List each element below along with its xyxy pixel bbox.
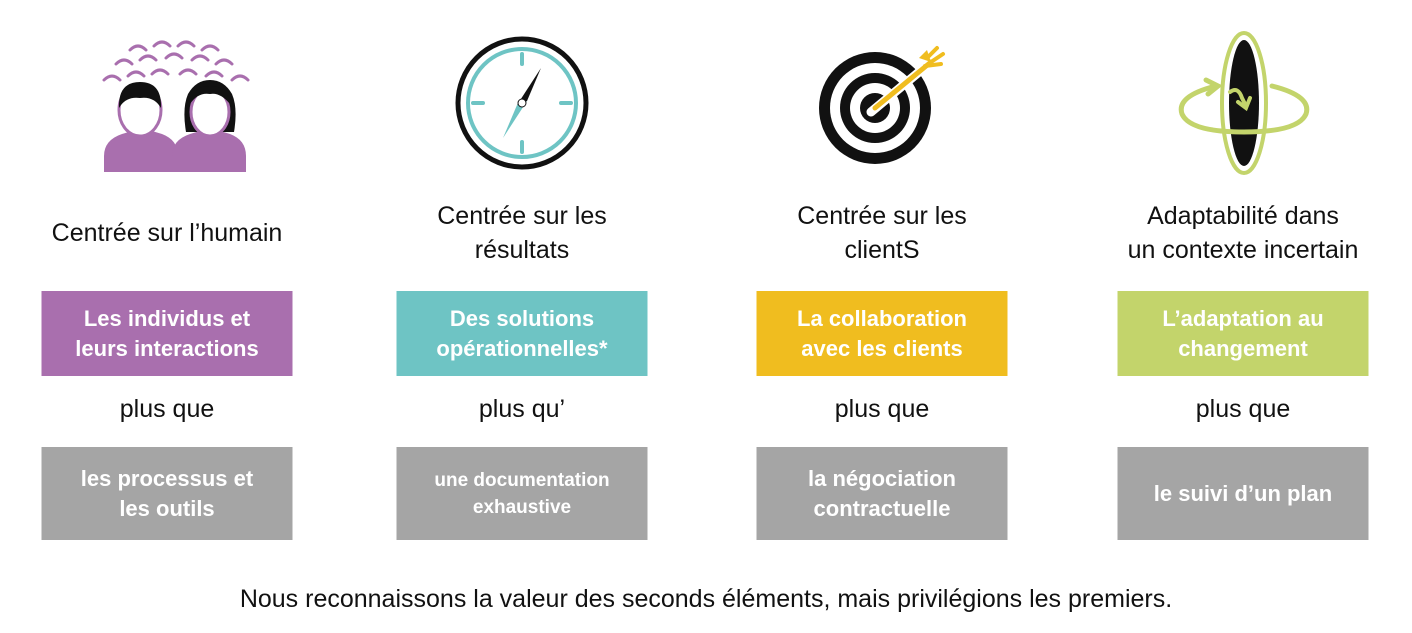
comparison-connector: plus que [119,395,215,423]
column-heading: Centrée sur l’humain [51,219,283,247]
column-heading: Adaptabilité dans un contexte incertain [1127,202,1359,264]
value-column-resultats: Centrée sur les résultats Des solutions op… [372,0,672,560]
value-column-adaptabilite: Adaptabilité dans un contexte incertain L… [1093,0,1393,560]
value-column-clients: Centrée sur les clientS La collaboration a… [732,0,1032,560]
compass-icon [437,28,607,178]
comparison-connector: plus que [1195,395,1291,423]
secondary-value-box: la négociation contractuelle [756,447,1008,540]
column-heading: Centrée sur les résultats [437,202,607,264]
secondary-value-box: une documentation exhaustive [396,447,648,540]
people-icon [82,28,252,178]
preferred-value-box: Les individus et leurs interactions [41,291,293,376]
value-column-humain: Centrée sur l’humain Les individus et leu… [17,0,317,560]
comparison-connector: plus que [834,395,930,423]
comparison-connector: plus qu’ [478,395,566,423]
secondary-value-box: les processus et les outils [41,447,293,540]
column-heading: Centrée sur les clientS [797,202,967,264]
footer-statement: Nous reconnaissons la valeur des seconds… [239,585,1173,613]
rotating-disc-icon [1158,28,1328,178]
target-icon [797,28,967,178]
preferred-value-box: La collaboration avec les clients [756,291,1008,376]
preferred-value-box: Des solutions opérationnelles* [396,291,648,376]
secondary-value-box: le suivi d’un plan [1117,447,1369,540]
preferred-value-box: L’adaptation au changement [1117,291,1369,376]
